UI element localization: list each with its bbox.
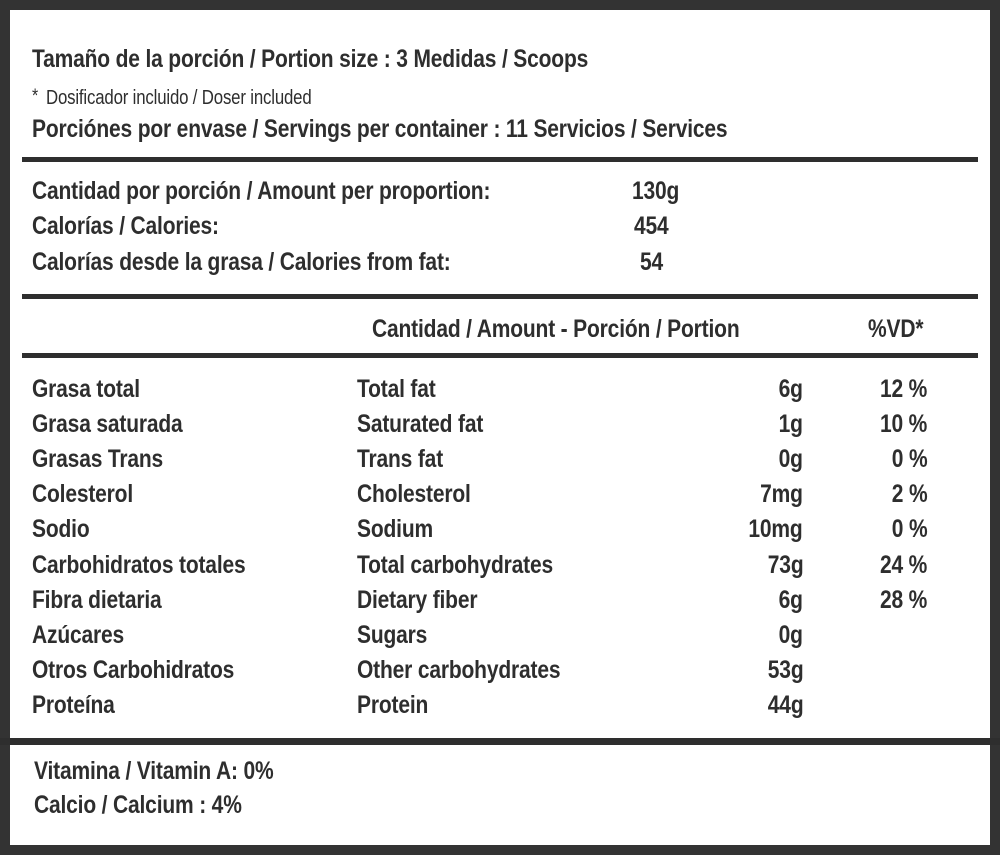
summary-value: 454	[634, 212, 669, 240]
nutrient-name-es: Otros Carbohidratos	[32, 655, 235, 684]
nutrition-label	[10, 10, 990, 845]
nutrient-name-en: Trans fat	[357, 445, 444, 474]
doser-asterisk: *	[32, 86, 39, 107]
nutrient-name-es: Sodio	[32, 515, 90, 544]
nutrient-name-en: Dietary fiber	[357, 585, 478, 614]
summary-label: Calorías / Calories:	[32, 212, 219, 240]
nutrient-name-en: Other carbohydrates	[357, 655, 561, 684]
nutrient-amount: 0g	[778, 620, 803, 649]
nutrient-amount: 7mg	[760, 480, 803, 509]
nutrient-amount: 1g	[778, 410, 803, 439]
nutrient-name-en: Sugars	[357, 620, 428, 649]
divider	[22, 294, 978, 299]
nutrient-amount: 6g	[778, 375, 803, 403]
nutrient-name-en: Protein	[357, 690, 429, 719]
nutrient-daily-value: 0 %	[891, 515, 927, 544]
nutrient-name-en: Cholesterol	[357, 480, 471, 509]
calcium: Calcio / Calcium : 4%	[34, 791, 242, 819]
divider	[0, 738, 1000, 745]
nutrient-name-es: Grasas Trans	[32, 445, 164, 474]
nutrient-name-en: Saturated fat	[357, 410, 484, 439]
nutrient-daily-value: 10 %	[879, 410, 927, 439]
servings-per-container: Porciónes por envase / Servings per cont…	[32, 115, 728, 143]
nutrient-name-es: Carbohidratos totales	[32, 550, 246, 579]
summary-label: Calorías desde la grasa / Calories from …	[32, 248, 451, 276]
divider	[22, 353, 978, 358]
nutrient-name-en: Total carbohydrates	[357, 550, 553, 579]
nutrient-amount: 0g	[778, 445, 803, 474]
nutrient-amount: 53g	[767, 655, 803, 684]
portion-size: Tamaño de la porción / Portion size : 3 …	[32, 45, 589, 73]
nutrient-name-es: Azúcares	[32, 620, 125, 649]
nutrient-amount: 10mg	[748, 515, 803, 544]
nutrient-name-es: Grasa total	[32, 375, 140, 403]
nutrient-daily-value: 2 %	[891, 480, 927, 509]
nutrient-amount: 44g	[767, 690, 803, 719]
column-header-amount: Cantidad / Amount - Porción / Portion	[372, 315, 740, 343]
divider	[22, 157, 978, 162]
summary-value: 130g	[632, 177, 680, 205]
nutrient-daily-value: 0 %	[891, 445, 927, 474]
column-header-dv: %VD*	[868, 315, 924, 343]
nutrient-daily-value: 24 %	[879, 550, 927, 579]
nutrient-amount: 6g	[778, 585, 803, 614]
summary-label: Cantidad por porción / Amount per propor…	[32, 177, 491, 205]
summary-value: 54	[640, 248, 664, 276]
nutrient-name-es: Colesterol	[32, 480, 134, 509]
nutrient-name-es: Proteína	[32, 690, 115, 719]
doser-note: Dosificador incluido / Doser included	[46, 87, 312, 109]
nutrient-amount: 73g	[767, 550, 803, 579]
nutrient-name-en: Sodium	[357, 515, 433, 544]
nutrient-name-en: Total fat	[357, 375, 436, 403]
nutrient-daily-value: 12 %	[879, 375, 927, 403]
nutrient-name-es: Grasa saturada	[32, 410, 183, 439]
vitamin-a: Vitamina / Vitamin A: 0%	[34, 757, 274, 785]
nutrient-name-es: Fibra dietaria	[32, 585, 162, 614]
nutrient-daily-value: 28 %	[879, 585, 927, 614]
